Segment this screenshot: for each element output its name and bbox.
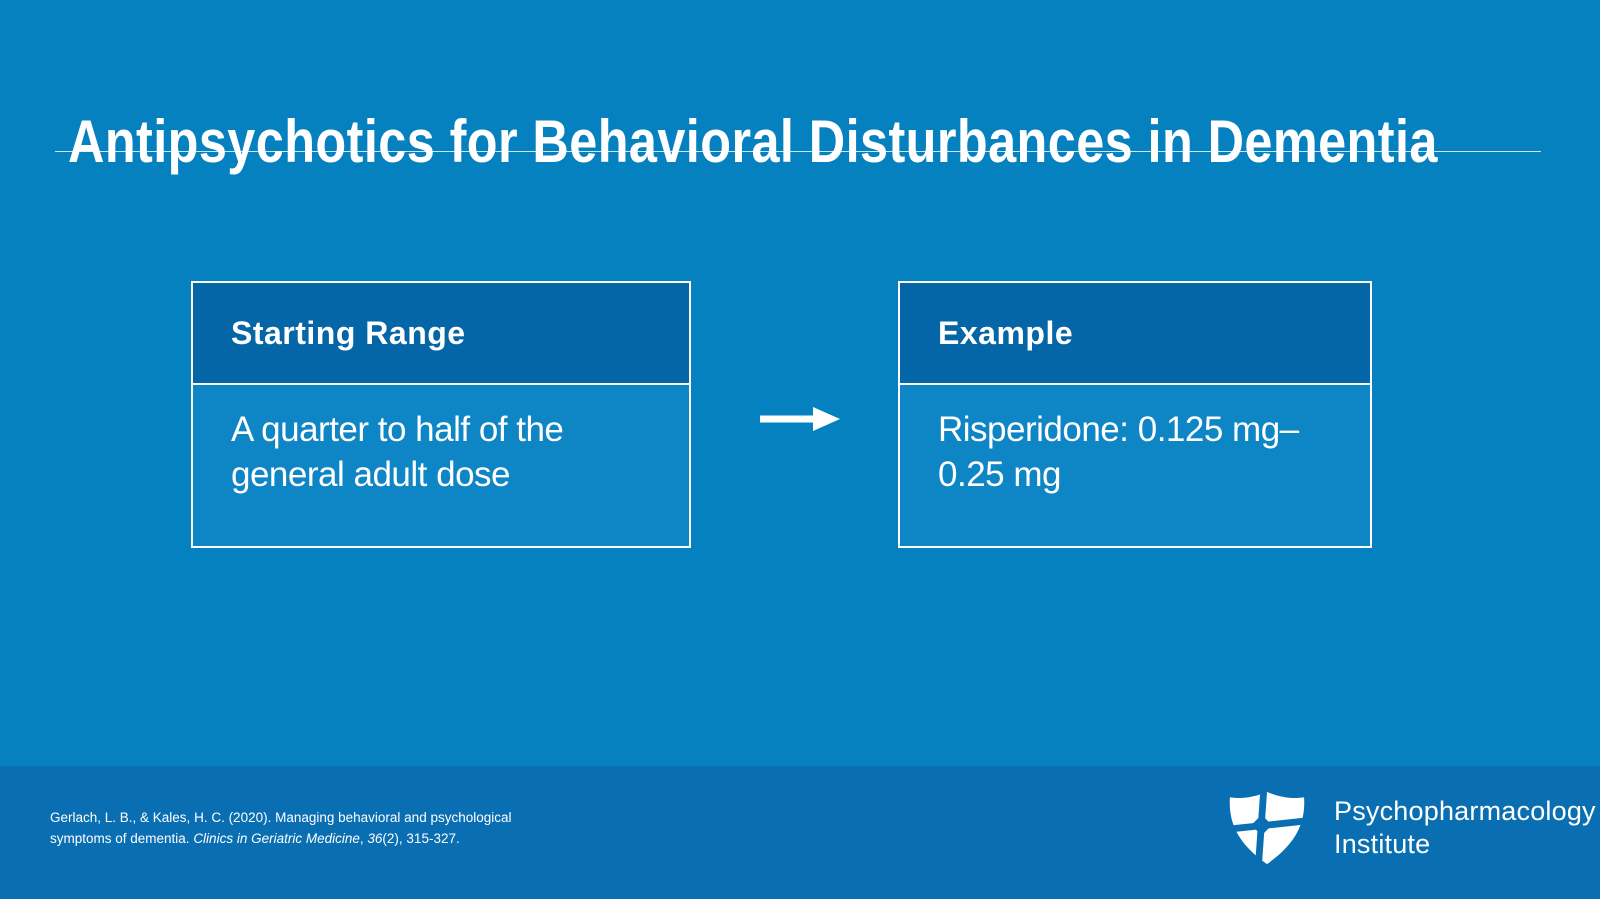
citation-volume: 36 bbox=[367, 830, 383, 846]
citation-text: Gerlach, L. B., & Kales, H. C. (2020). M… bbox=[50, 808, 512, 849]
starting-range-body: A quarter to half of the general adult d… bbox=[193, 385, 689, 546]
citation-line2-suffix: (2), 315-327. bbox=[382, 830, 460, 846]
starting-range-body-line1: A quarter to half of the bbox=[231, 410, 564, 449]
right-arrow-glyph bbox=[760, 407, 840, 431]
institute-logo-text: Psychopharmacology Institute bbox=[1334, 795, 1596, 861]
example-header-label: Example bbox=[938, 314, 1074, 351]
example-body-line1: Risperidone: 0.125 mg– bbox=[938, 410, 1299, 449]
institute-logo: Psychopharmacology Institute bbox=[1228, 790, 1596, 866]
citation-line1: Gerlach, L. B., & Kales, H. C. (2020). M… bbox=[50, 810, 512, 825]
footer-band: Gerlach, L. B., & Kales, H. C. (2020). M… bbox=[0, 766, 1600, 899]
starting-range-box: Starting Range A quarter to half of the … bbox=[191, 281, 691, 548]
example-box: Example Risperidone: 0.125 mg– 0.25 mg bbox=[898, 281, 1372, 548]
example-body-line2: 0.25 mg bbox=[938, 455, 1061, 494]
shield-cross-icon bbox=[1228, 790, 1306, 866]
slide-title: Antipsychotics for Behavioral Disturbanc… bbox=[68, 108, 1438, 176]
starting-range-body-line2: general adult dose bbox=[231, 455, 511, 494]
citation-journal-title: Clinics in Geriatric Medicine bbox=[193, 830, 360, 846]
institute-logo-line2: Institute bbox=[1334, 829, 1431, 859]
right-arrow-icon bbox=[760, 407, 840, 431]
starting-range-header-label: Starting Range bbox=[231, 314, 466, 351]
example-header: Example bbox=[900, 283, 1370, 385]
example-body: Risperidone: 0.125 mg– 0.25 mg bbox=[900, 385, 1370, 546]
title-divider bbox=[55, 151, 1541, 152]
starting-range-header: Starting Range bbox=[193, 283, 689, 385]
citation-line2-mid: , bbox=[359, 830, 368, 846]
institute-logo-line1: Psychopharmacology bbox=[1334, 796, 1596, 826]
citation-line2-prefix: symptoms of dementia. bbox=[50, 830, 194, 846]
